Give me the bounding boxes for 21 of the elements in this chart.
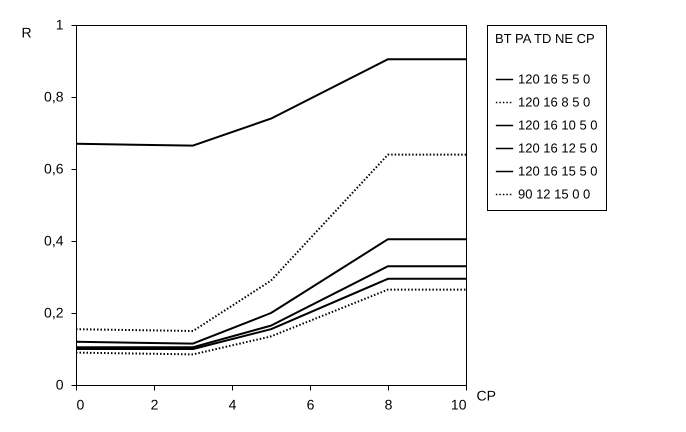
x-tick-label: 0 (76, 396, 84, 412)
x-tick-label: 8 (384, 396, 393, 412)
legend-label: 120 16 15 5 0 (518, 164, 598, 178)
y-tick-label: 0,4 (44, 232, 64, 248)
y-tick-label: 0,6 (44, 160, 64, 176)
y-tick-label: 0 (56, 376, 64, 392)
legend-label: 120 16 8 5 0 (518, 94, 590, 110)
x-tick-label: 10 (450, 396, 467, 412)
legend-title: BT PA TD NE CP (495, 31, 595, 46)
legend-label: 120 16 10 5 0 (518, 118, 598, 132)
y-tick-label: 0,2 (44, 304, 64, 320)
x-tick-label: 4 (228, 396, 237, 412)
y-axis-title: R (21, 24, 32, 40)
x-tick-label: 2 (150, 396, 159, 412)
y-tick-label: 0,8 (44, 88, 64, 104)
legend-label: 90 12 15 0 0 (518, 186, 590, 202)
legend-label: 120 16 5 5 0 (518, 72, 590, 86)
y-tick-label: 1 (56, 16, 64, 32)
x-tick-label: 6 (306, 396, 315, 412)
legend-label: 120 16 12 5 0 (518, 140, 598, 156)
x-axis-title: CP (476, 388, 496, 404)
